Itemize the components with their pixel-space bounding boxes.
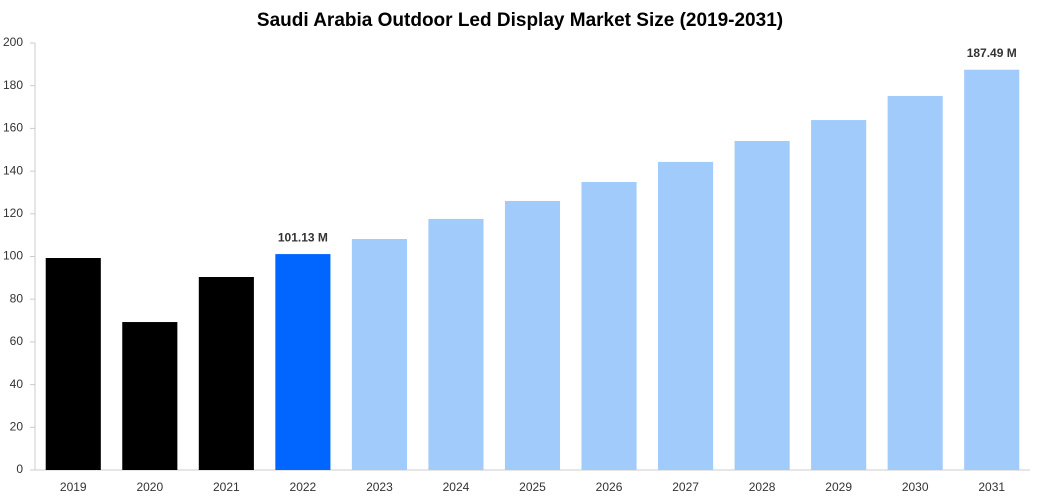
bar bbox=[428, 218, 484, 470]
bar bbox=[964, 69, 1020, 470]
y-tick-label: 80 bbox=[10, 291, 24, 305]
x-tick-label: 2029 bbox=[825, 480, 852, 494]
bar bbox=[734, 140, 790, 470]
bar bbox=[887, 95, 943, 470]
bar bbox=[351, 238, 407, 470]
x-tick-label: 2024 bbox=[443, 480, 470, 494]
x-tick-label: 2028 bbox=[749, 480, 776, 494]
x-tick-label: 2025 bbox=[519, 480, 546, 494]
y-tick-label: 100 bbox=[3, 249, 23, 263]
x-tick-label: 2026 bbox=[596, 480, 623, 494]
y-tick-label: 160 bbox=[3, 121, 23, 135]
value-label: 187.49 M bbox=[967, 46, 1017, 60]
x-tick-label: 2021 bbox=[213, 480, 240, 494]
bar bbox=[198, 276, 254, 470]
x-tick-label: 2027 bbox=[672, 480, 699, 494]
x-tick-label: 2023 bbox=[366, 480, 393, 494]
x-tick-label: 2031 bbox=[978, 480, 1005, 494]
bar bbox=[504, 200, 561, 471]
y-tick-label: 200 bbox=[3, 35, 23, 49]
y-tick-label: 60 bbox=[10, 334, 24, 348]
x-tick-label: 2020 bbox=[136, 480, 163, 494]
value-label: 101.13 M bbox=[278, 230, 328, 244]
y-tick-label: 180 bbox=[3, 78, 23, 92]
bar bbox=[45, 257, 101, 470]
x-tick-label: 2019 bbox=[60, 480, 87, 494]
x-tick-label: 2030 bbox=[902, 480, 929, 494]
chart-title: Saudi Arabia Outdoor Led Display Market … bbox=[257, 10, 783, 31]
bar bbox=[581, 181, 637, 470]
bar bbox=[658, 161, 714, 470]
y-tick-label: 140 bbox=[3, 163, 23, 177]
x-tick-label: 2022 bbox=[290, 480, 317, 494]
y-tick-label: 120 bbox=[3, 206, 23, 220]
y-tick-label: 40 bbox=[10, 377, 24, 391]
bar bbox=[275, 254, 331, 470]
bar bbox=[122, 322, 178, 470]
bar bbox=[811, 120, 867, 471]
y-tick-label: 0 bbox=[16, 462, 23, 476]
y-tick-label: 20 bbox=[10, 419, 24, 433]
